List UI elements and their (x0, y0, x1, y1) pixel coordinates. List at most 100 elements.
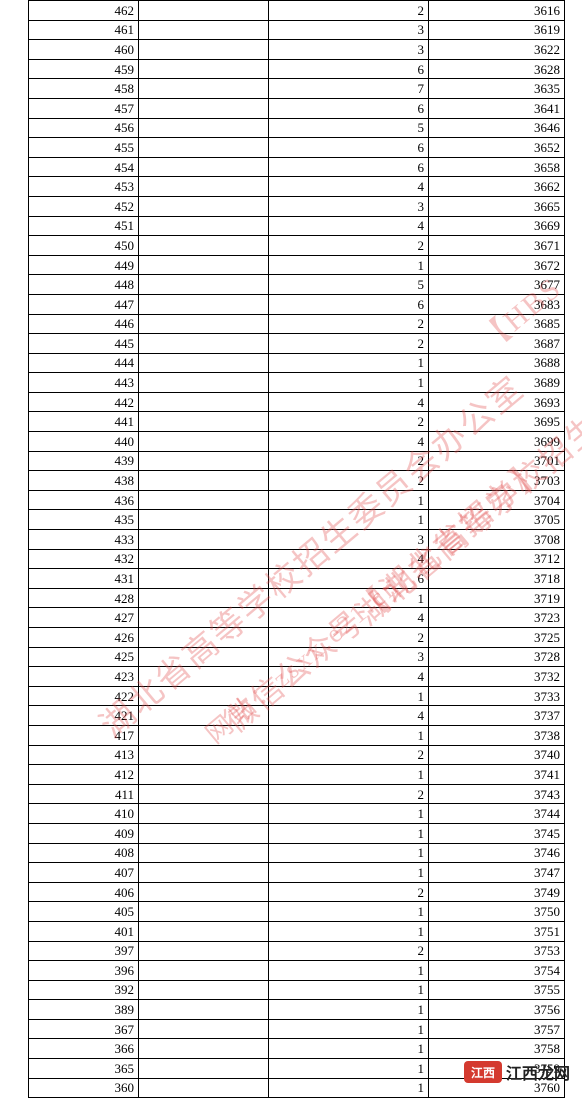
table-row: 41123743 (29, 784, 565, 804)
table-row: 43513705 (29, 510, 565, 530)
table-cell: 442 (29, 392, 139, 412)
table-cell (139, 823, 269, 843)
table-cell (139, 40, 269, 60)
table-cell: 2 (269, 451, 429, 471)
table-cell: 4 (269, 216, 429, 236)
table-cell: 444 (29, 353, 139, 373)
table-cell: 3688 (429, 353, 565, 373)
table-cell (139, 628, 269, 648)
table-cell: 446 (29, 314, 139, 334)
table-cell: 460 (29, 40, 139, 60)
table-cell: 3658 (429, 157, 565, 177)
table-cell: 1 (269, 1059, 429, 1079)
table-cell: 3755 (429, 980, 565, 1000)
table-cell: 452 (29, 196, 139, 216)
score-table-body: 4622361646133619460336224596362845873635… (29, 1, 565, 1098)
table-cell: 4 (269, 549, 429, 569)
table-cell: 1 (269, 765, 429, 785)
table-cell: 3719 (429, 588, 565, 608)
table-cell: 3672 (429, 255, 565, 275)
table-cell: 3701 (429, 451, 565, 471)
table-cell (139, 20, 269, 40)
table-row: 444 13688 (29, 353, 565, 373)
table-cell (139, 373, 269, 393)
table-cell: 3733 (429, 686, 565, 706)
table-row: 42623725 (29, 628, 565, 648)
table-cell: 431 (29, 569, 139, 589)
table-cell (139, 725, 269, 745)
table-cell: 3728 (429, 647, 565, 667)
table-row: 40623749 (29, 882, 565, 902)
table-cell: 423 (29, 667, 139, 687)
table-cell: 2 (269, 471, 429, 491)
table-cell: 365 (29, 1059, 139, 1079)
table-cell: 1 (269, 804, 429, 824)
table-cell: 3641 (429, 98, 565, 118)
table-cell: 405 (29, 902, 139, 922)
table-cell: 5 (269, 118, 429, 138)
table-row: 39613754 (29, 961, 565, 981)
table-row: 45873635 (29, 79, 565, 99)
table-cell (139, 451, 269, 471)
table-cell: 3687 (429, 334, 565, 354)
table-cell: 3741 (429, 765, 565, 785)
table-cell: 389 (29, 1000, 139, 1020)
table-cell: 3683 (429, 294, 565, 314)
table-cell (139, 79, 269, 99)
table-cell (139, 882, 269, 902)
table-cell (139, 706, 269, 726)
table-cell (139, 843, 269, 863)
table-cell: 1 (269, 725, 429, 745)
table-row: 42743723 (29, 608, 565, 628)
table-cell (139, 1000, 269, 1020)
table-cell (139, 1019, 269, 1039)
table-cell: 1 (269, 490, 429, 510)
table-cell: 3704 (429, 490, 565, 510)
table-cell: 3616 (429, 1, 565, 21)
table-cell (139, 588, 269, 608)
table-cell (139, 902, 269, 922)
table-cell: 412 (29, 765, 139, 785)
table-cell (139, 314, 269, 334)
table-cell: 455 (29, 138, 139, 158)
table-cell (139, 530, 269, 550)
table-cell: 3 (269, 20, 429, 40)
table-row: 36613758 (29, 1039, 565, 1059)
table-cell: 1 (269, 980, 429, 1000)
table-cell: 426 (29, 628, 139, 648)
table-cell: 459 (29, 59, 139, 79)
table-cell: 6 (269, 569, 429, 589)
table-cell (139, 745, 269, 765)
table-cell: 2 (269, 412, 429, 432)
table-row: 45763641 (29, 98, 565, 118)
table-cell: 1 (269, 1078, 429, 1098)
table-cell: 6 (269, 98, 429, 118)
table-row: 44313689 (29, 373, 565, 393)
table-cell: 3693 (429, 392, 565, 412)
table-cell: 411 (29, 784, 139, 804)
table-cell: 1 (269, 902, 429, 922)
table-cell: 3747 (429, 863, 565, 883)
table-row: 44763683 (29, 294, 565, 314)
table-cell: 3 (269, 530, 429, 550)
table-cell: 3756 (429, 1000, 565, 1020)
table-cell (139, 177, 269, 197)
table-cell: 3689 (429, 373, 565, 393)
table-cell: 3723 (429, 608, 565, 628)
table-row: 42213733 (29, 686, 565, 706)
table-cell (139, 334, 269, 354)
table-row: 45563652 (29, 138, 565, 158)
table-cell (139, 392, 269, 412)
table-cell: 1 (269, 353, 429, 373)
table-cell: 447 (29, 294, 139, 314)
table-cell: 3703 (429, 471, 565, 491)
table-cell: 443 (29, 373, 139, 393)
table-row: 44243693 (29, 392, 565, 412)
table-row: 45343662 (29, 177, 565, 197)
table-cell (139, 1039, 269, 1059)
logo-badge: 江西 (464, 1061, 502, 1083)
table-cell: 2 (269, 882, 429, 902)
table-cell: 3750 (429, 902, 565, 922)
table-cell: 2 (269, 334, 429, 354)
table-cell: 451 (29, 216, 139, 236)
